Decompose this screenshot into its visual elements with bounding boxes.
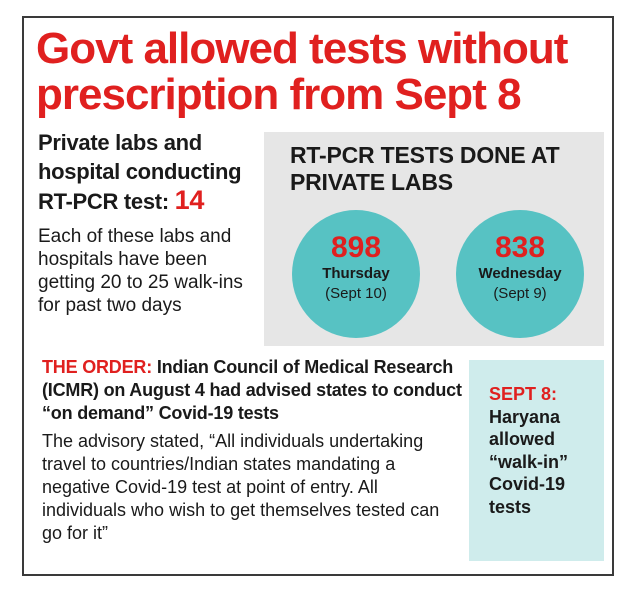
tests-circle-thursday: 898 Thursday (Sept 10) xyxy=(292,210,420,338)
tests-circle-wednesday: 838 Wednesday (Sept 9) xyxy=(456,210,584,338)
labs-section: Private labs and hospital conducting RT-… xyxy=(38,128,263,317)
order-description: The advisory stated, “All individuals un… xyxy=(42,431,440,543)
labs-description: Each of these labs and hospitals have be… xyxy=(38,226,243,316)
tests-day: Thursday xyxy=(322,265,390,282)
tests-date: (Sept 9) xyxy=(493,285,547,302)
order-lead: THE ORDER: Indian Council of Medical Res… xyxy=(42,356,462,425)
tests-date: (Sept 10) xyxy=(325,285,387,302)
tests-value: 838 xyxy=(494,231,546,264)
tests-day: Wednesday xyxy=(478,265,562,282)
sept8-panel xyxy=(469,360,604,561)
headline: Govt allowed tests without prescription … xyxy=(36,24,568,119)
tests-value: 898 xyxy=(330,231,382,264)
order-label: THE ORDER: xyxy=(42,357,152,377)
labs-count: 14 xyxy=(174,185,205,215)
labs-title: Private labs and hospital conducting RT-… xyxy=(38,128,263,216)
labs-title-text: Private labs and hospital conducting RT-… xyxy=(38,130,242,214)
order-lead-text: Indian Council of Medical Research (ICMR… xyxy=(42,357,462,423)
order-section: THE ORDER: Indian Council of Medical Res… xyxy=(42,356,462,545)
sept8-text: Haryana allowed “walk-in” Covid-19 tests xyxy=(489,406,569,517)
sept8-label: SEPT 8: xyxy=(489,384,558,404)
tests-panel-title: RT-PCR TESTS DONE AT PRIVATE LABS xyxy=(290,142,560,195)
sept8-content: SEPT 8: Haryana allowed “walk-in” Covid-… xyxy=(489,383,599,518)
